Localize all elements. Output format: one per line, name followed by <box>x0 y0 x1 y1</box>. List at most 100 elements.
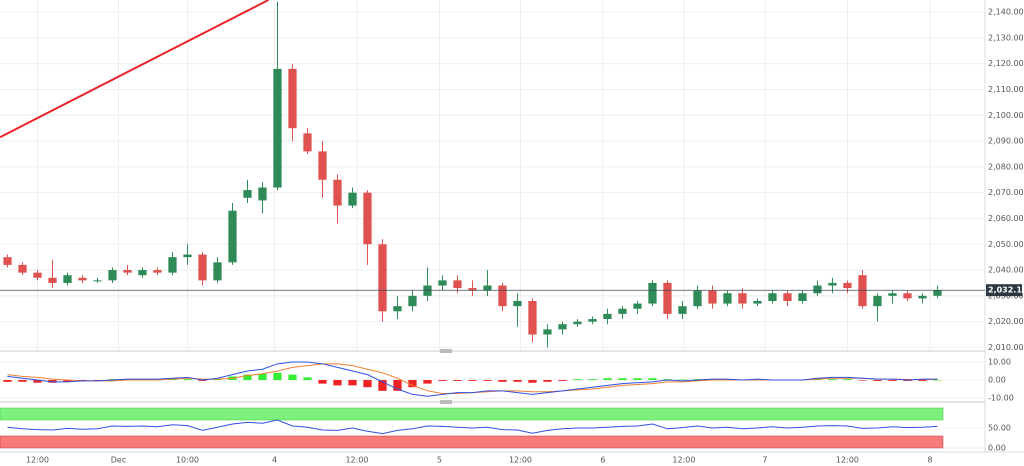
candle-body <box>183 254 192 258</box>
macd-histogram-bar <box>303 377 312 381</box>
macd-histogram-bar <box>888 380 897 381</box>
macd-histogram-bar <box>378 380 387 391</box>
candle-body <box>603 313 612 320</box>
candle-body <box>453 280 462 289</box>
x-tick-label: 8 <box>927 456 932 465</box>
y-tick-label: 0.00 <box>988 444 1006 453</box>
candle-body <box>843 282 852 289</box>
candle-body <box>483 285 492 291</box>
candle-body <box>723 293 732 304</box>
resize-handle[interactable] <box>440 349 452 353</box>
resize-handle[interactable] <box>440 400 452 404</box>
y-tick-label: 2,040.00 <box>988 266 1024 275</box>
macd-histogram-bar <box>873 380 882 381</box>
macd-histogram-bar <box>318 380 327 384</box>
candle-body <box>753 300 762 304</box>
macd-histogram-bar <box>843 379 852 381</box>
candle-body <box>873 295 882 307</box>
candle-body <box>798 293 807 301</box>
candle-body <box>198 254 207 281</box>
candle-body <box>273 68 282 188</box>
candle-body <box>228 210 237 263</box>
macd-histogram-bar <box>288 374 297 381</box>
macd-histogram-bar <box>828 379 837 381</box>
x-tick-label: 12:00 <box>509 456 532 465</box>
candle-body <box>333 179 342 206</box>
candle-body <box>588 319 597 322</box>
macd-histogram-bar <box>243 374 252 381</box>
candle-body <box>663 282 672 314</box>
price-label: 2,032.18 <box>988 286 1024 295</box>
candle-body <box>258 187 267 201</box>
macd-histogram-bar <box>408 380 417 388</box>
macd-histogram-bar <box>513 380 522 382</box>
y-tick-label: 2,090.00 <box>988 137 1024 146</box>
candle-body <box>678 306 687 314</box>
candle-body <box>423 285 432 296</box>
candle-body <box>858 275 867 307</box>
candle-body <box>648 282 657 304</box>
candle-body <box>498 285 507 307</box>
macd-histogram-bar <box>33 380 42 383</box>
x-tick-label: 10:00 <box>176 456 199 465</box>
candle-body <box>78 277 87 281</box>
y-tick-label: 10.00 <box>988 358 1011 367</box>
x-tick-label: Dec <box>111 456 126 465</box>
candle-body <box>108 270 117 281</box>
macd-histogram-bar <box>918 380 927 381</box>
oversold-zone <box>0 435 944 449</box>
macd-histogram-bar <box>618 378 627 381</box>
macd-histogram-bar <box>483 380 492 381</box>
x-tick-label: 12:00 <box>672 456 695 465</box>
candle-body <box>3 257 12 265</box>
x-tick-label: 6 <box>600 456 605 465</box>
candle-body <box>618 308 627 314</box>
candle-body <box>33 272 42 278</box>
y-tick-label: 2,130.00 <box>988 33 1024 42</box>
candle-body <box>378 244 387 312</box>
candle-body <box>438 280 447 286</box>
rsi-line <box>7 419 938 435</box>
candle-body <box>933 290 942 296</box>
x-tick-label: 4 <box>272 456 277 465</box>
y-tick-label: 2,080.00 <box>988 162 1024 171</box>
candle-body <box>528 300 537 335</box>
macd-histogram-bar <box>18 380 27 382</box>
candle-body <box>48 277 57 283</box>
x-tick-label: 12:00 <box>345 456 368 465</box>
candle-body <box>693 290 702 307</box>
macd-histogram-bar <box>273 372 282 381</box>
y-tick-label: 2,110.00 <box>988 85 1024 94</box>
candle-body <box>393 306 402 312</box>
candle-body <box>783 293 792 301</box>
candle-body <box>543 329 552 335</box>
candle-body <box>768 293 777 301</box>
candle-body <box>303 133 312 152</box>
candle-body <box>348 192 357 206</box>
candle-body <box>138 270 147 276</box>
macd-histogram-bar <box>348 380 357 386</box>
y-tick-label: 2,020.00 <box>988 317 1024 326</box>
y-tick-label: 2,070.00 <box>988 188 1024 197</box>
macd-histogram-bar <box>858 380 867 381</box>
candle-body <box>558 324 567 330</box>
macd-histogram-bar <box>813 379 822 381</box>
x-tick-label: 12:00 <box>26 456 49 465</box>
macd-histogram-bar <box>543 380 552 382</box>
macd-histogram-bar <box>363 380 372 388</box>
candle-body <box>513 300 522 307</box>
candle-body <box>168 257 177 273</box>
macd-histogram-bar <box>423 380 432 384</box>
y-tick-label: 2,140.00 <box>988 8 1024 17</box>
candle-body <box>63 275 72 283</box>
candle-body <box>18 264 27 273</box>
candle-body <box>468 288 477 291</box>
candle-body <box>888 293 897 296</box>
candle-body <box>93 280 102 282</box>
candle-body <box>903 293 912 299</box>
y-tick-label: 2,060.00 <box>988 214 1024 223</box>
candle-body <box>573 321 582 325</box>
y-tick-label: 2,050.00 <box>988 240 1024 249</box>
macd-histogram-bar <box>933 380 942 381</box>
